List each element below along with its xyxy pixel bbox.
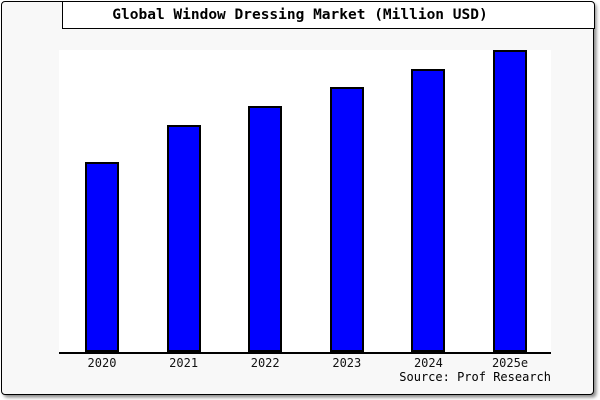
x-tick-label-2022: 2022: [250, 356, 280, 370]
x-tick-label-2021: 2021: [169, 356, 199, 370]
bar-2024: [411, 69, 446, 352]
plot-area: [59, 50, 551, 354]
x-tick-label-2025e: 2025e: [491, 356, 529, 370]
x-tick-label-2024: 2024: [413, 356, 443, 370]
source-credit: Source: Prof Research: [399, 370, 551, 384]
bar-2025e: [493, 50, 527, 352]
bar-2023: [329, 87, 364, 352]
chart-title: Global Window Dressing Market (Million U…: [112, 7, 488, 23]
x-axis-labels: 2020 2021 2022 2023 2024 2025e: [59, 356, 551, 372]
bar-2022: [248, 106, 283, 352]
title-box: [62, 1, 595, 29]
x-tick-label-2020: 2020: [87, 356, 117, 370]
x-tick-label-2023: 2023: [332, 356, 362, 370]
bar-2021: [166, 125, 201, 352]
bar-2020: [85, 162, 119, 352]
